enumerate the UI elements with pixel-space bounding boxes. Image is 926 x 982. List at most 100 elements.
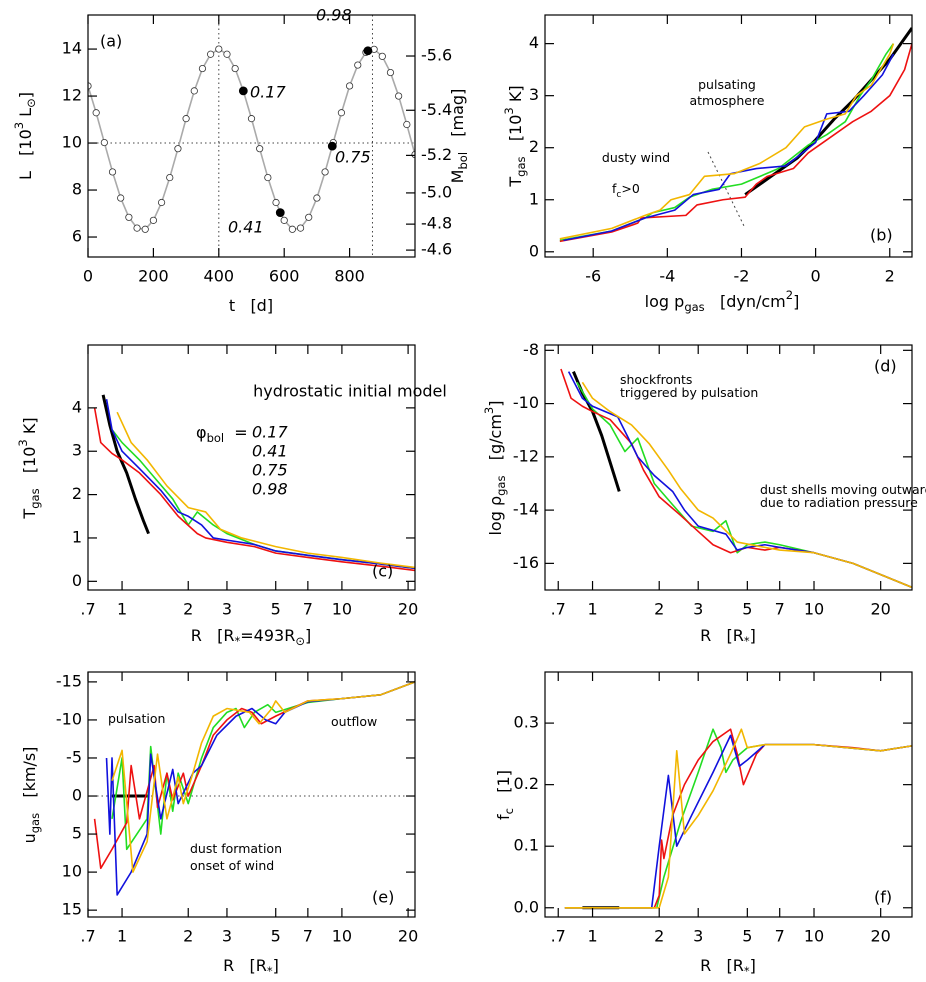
x-tick-label: 600 (269, 267, 300, 286)
phase-label: 0.41 (228, 218, 264, 237)
y-tick-label: -10 (513, 393, 539, 412)
y-tick-label: 6 (72, 227, 82, 246)
y-tick-label: 10 (62, 133, 82, 152)
y2-tick-label: -4.6 (421, 240, 452, 259)
y-axis-label-part: [10 (506, 115, 525, 157)
data-point (166, 173, 174, 182)
plot-area (93, 394, 415, 572)
x-tick-label: 7 (303, 600, 313, 619)
y2-tick-label: -5.0 (421, 182, 452, 201)
annotation: fc>0 (612, 181, 640, 200)
annotation-part: outflow (331, 714, 377, 729)
data-point (305, 213, 313, 221)
data-point (337, 109, 346, 117)
x-axis-label: R [R*] (700, 626, 756, 648)
plot-area (559, 27, 912, 243)
legend-label-part: = (224, 423, 248, 442)
x-axis-label-part: [dyn/cm (705, 292, 786, 311)
y-axis-label-part: gas (514, 156, 528, 176)
series-line (559, 43, 895, 240)
x-tick-label: 1 (587, 927, 597, 946)
y-axis-label-part: 3 (12, 122, 26, 129)
x-tick-label: -2 (733, 267, 749, 286)
y-tick-label: 1 (529, 189, 539, 208)
x-tick-label: .7 (80, 927, 95, 946)
y-axis-label: L [103 L⊙] (12, 92, 38, 180)
x-tick-label: 20 (398, 600, 418, 619)
x-axis-label: t [d] (229, 296, 273, 315)
x-tick-label: .7 (80, 600, 95, 619)
annotation-part: f (612, 181, 617, 196)
series-line (744, 27, 912, 196)
x-tick-label: 3 (693, 927, 703, 946)
divider-line (707, 151, 746, 229)
x-tick-label: 20 (870, 927, 890, 946)
y-tick-label: 4 (72, 397, 82, 416)
data-point (215, 45, 223, 53)
y2-axis-label-part: M (448, 170, 467, 184)
y-axis-label-part: T (20, 509, 39, 520)
y-tick-label: -8 (523, 340, 539, 359)
y-tick-label: 8 (72, 180, 82, 199)
x-axis-label-part: ] (750, 626, 756, 645)
x-axis-label-part: * (267, 964, 273, 978)
series-line (564, 728, 912, 909)
x-tick-label: -6 (585, 267, 601, 286)
data-point (247, 115, 256, 123)
x-tick-label: 10 (332, 927, 352, 946)
x-axis-label-part: * (235, 634, 241, 648)
annotation: dust formation (190, 841, 282, 856)
series-line (563, 53, 895, 242)
data-point (363, 46, 373, 56)
x-tick-label: .7 (551, 600, 566, 619)
data-point (223, 50, 231, 58)
plot-area (93, 681, 415, 896)
series-line (576, 381, 912, 589)
y-tick-label: -10 (56, 709, 82, 728)
y-tick-label: 0.2 (514, 774, 539, 793)
axes-frame (544, 671, 913, 918)
series-line (88, 48, 415, 231)
annotation-part: dusty wind (602, 150, 670, 165)
x-tick-label: 800 (334, 267, 365, 286)
y-axis-label-part: L [10 (16, 129, 35, 180)
series-line (111, 681, 415, 873)
y-axis-label-part: T (506, 177, 525, 188)
legend-entry: 0.98 (252, 480, 288, 499)
plot-area (564, 728, 912, 910)
data-point (133, 224, 141, 232)
y-axis-label-part: u (20, 833, 39, 843)
annotation: shockfronts (620, 372, 692, 387)
series-line (567, 371, 912, 589)
legend-label-part: φ (196, 423, 207, 442)
x-tick-label: 2 (183, 927, 193, 946)
annotation-part: >0 (621, 181, 639, 196)
y-tick-label: 3 (72, 441, 82, 460)
y-axis-label: Tgas [103 K] (502, 85, 528, 187)
data-point (149, 216, 157, 224)
y-tick-label: 2 (72, 484, 82, 503)
y-tick-label: 2 (529, 137, 539, 156)
annotation-part: onset of wind (190, 858, 274, 873)
x-axis-label-part: ] (750, 956, 756, 975)
y-tick-label: 4 (529, 33, 539, 52)
annotation: onset of wind (190, 858, 274, 873)
x-tick-label: 20 (398, 927, 418, 946)
x-tick-label: 10 (332, 600, 352, 619)
x-tick-label: 1 (117, 927, 127, 946)
y-tick-label: 12 (62, 86, 82, 105)
data-point (403, 120, 411, 129)
x-axis-label-part: R [R (700, 956, 744, 975)
data-point (256, 145, 264, 153)
y-axis-label-part: gas (28, 488, 42, 508)
y-tick-label: 0.1 (514, 836, 539, 855)
x-axis-label-part: ] (305, 626, 311, 645)
y-axis-label-part: [km/s] (20, 747, 39, 813)
axes-frame (87, 344, 416, 591)
x-tick-label: 1 (117, 600, 127, 619)
x-tick-label: 5 (271, 927, 281, 946)
y-axis-label-part: 3 (16, 439, 30, 446)
panel-label: (f) (874, 888, 892, 907)
annotation: dusty wind (602, 150, 670, 165)
